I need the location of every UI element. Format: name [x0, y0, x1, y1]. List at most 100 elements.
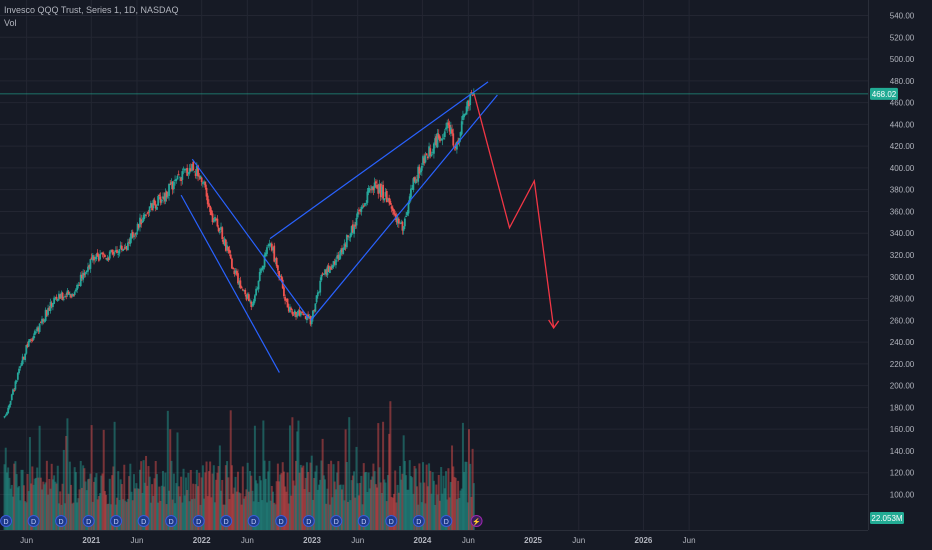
volume-bar [20, 469, 23, 530]
candle-body [211, 213, 214, 223]
candle-body [376, 184, 378, 189]
candle-body [189, 168, 192, 172]
volume-bar [86, 479, 89, 530]
candle-body [465, 106, 468, 115]
volume-bar [409, 475, 412, 530]
candle-body [218, 231, 221, 233]
candle-body [148, 206, 151, 213]
candle-body [66, 290, 69, 296]
candle-body [414, 179, 417, 184]
volume-bar [414, 468, 417, 530]
volume-bar [272, 491, 275, 530]
volume-bar [220, 490, 223, 530]
candle-body [267, 245, 270, 247]
candle-body [324, 269, 326, 275]
volume-indicator-label[interactable]: Vol [4, 18, 17, 28]
candle-body [268, 243, 271, 247]
forecast-arrowhead [548, 319, 560, 330]
volume-bar [111, 475, 114, 530]
candle-body [297, 310, 300, 315]
candle-body [223, 238, 226, 246]
volume-bar [376, 487, 379, 530]
volume-bar [215, 479, 218, 530]
volume-bar [159, 500, 162, 530]
candle-body [435, 136, 438, 146]
volume-bar [464, 461, 467, 530]
volume-bar [176, 432, 179, 530]
candle-body [284, 297, 287, 301]
candle-body [135, 232, 138, 235]
volume-bar [442, 475, 445, 530]
volume-bar [363, 472, 366, 530]
candle-body [390, 206, 393, 209]
last-volume-badge [870, 512, 904, 524]
candle-body [407, 202, 410, 214]
candle-body [141, 220, 144, 223]
candle-body [396, 218, 399, 224]
volume-bar [178, 496, 181, 530]
volume-bar [296, 431, 299, 530]
candle-body [443, 131, 446, 138]
trendline-falling-channel-lower [180, 194, 280, 373]
volume-bar [18, 486, 21, 530]
volume-bar [373, 471, 376, 530]
candle-body [251, 304, 254, 306]
volume-bar [437, 474, 440, 530]
candle-body [217, 227, 220, 232]
volume-bar [183, 495, 186, 530]
candle-body [41, 318, 43, 324]
y-tick-label: 220.00 [890, 360, 915, 369]
candle-body [67, 292, 70, 294]
volume-bar [80, 487, 83, 530]
candle-body [418, 166, 421, 174]
volume-bar [315, 465, 318, 530]
volume-bar [188, 501, 191, 530]
volume-bar [408, 460, 411, 530]
candle-body [88, 265, 91, 268]
candle-body [100, 252, 103, 254]
candle-body [365, 203, 368, 205]
candle-body [61, 292, 64, 300]
volume-bar [125, 502, 128, 530]
candle-body [221, 227, 224, 240]
volume-bar [106, 504, 109, 530]
candle-body [451, 129, 453, 134]
volume-bar [351, 475, 354, 530]
candle-body [50, 303, 53, 307]
candle-body [15, 380, 18, 383]
candle-body [106, 257, 109, 261]
volume-bar [97, 496, 100, 530]
candle-body [99, 253, 101, 260]
volume-bar [88, 478, 91, 530]
candle-body [143, 214, 146, 217]
volume-bar [26, 474, 29, 530]
candle-body [82, 272, 85, 280]
volume-bar [447, 468, 450, 530]
volume-bar [189, 469, 192, 530]
dividend-marker-icon [55, 515, 68, 527]
candle-body [174, 179, 176, 182]
candle-body [47, 308, 49, 315]
candle-body [318, 291, 320, 293]
volume-bar [368, 488, 371, 530]
candle-body [238, 281, 241, 285]
candle-body [434, 138, 437, 145]
volume-bar [307, 471, 310, 530]
candle-body [299, 312, 302, 316]
volume-bar [264, 478, 267, 530]
candle-body [60, 292, 63, 298]
candle-body [373, 182, 376, 189]
candle-body [158, 194, 161, 196]
candle-body [159, 196, 162, 203]
volume-bar [78, 489, 81, 530]
volume-bar [449, 481, 452, 530]
y-tick-label: 380.00 [890, 186, 915, 195]
candle-body [111, 249, 114, 253]
volume-bar [25, 502, 28, 530]
candle-body [333, 261, 336, 264]
volume-bar [366, 492, 369, 530]
volume-bar [136, 488, 139, 530]
volume-bar [221, 479, 224, 530]
